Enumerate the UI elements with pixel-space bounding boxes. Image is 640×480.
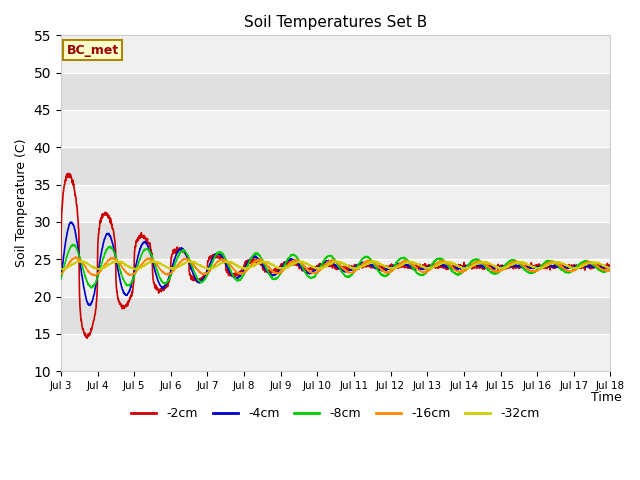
Bar bbox=[61, 334, 611, 371]
Bar bbox=[61, 147, 611, 185]
-4cm bbox=[211, 252, 218, 258]
-32cm bbox=[211, 264, 218, 269]
-2cm bbox=[574, 264, 582, 269]
-16cm bbox=[559, 264, 566, 270]
X-axis label: Time: Time bbox=[591, 391, 621, 404]
-4cm bbox=[86, 302, 94, 308]
-4cm bbox=[496, 264, 504, 270]
-32cm bbox=[96, 267, 104, 273]
Y-axis label: Soil Temperature (C): Soil Temperature (C) bbox=[15, 139, 28, 267]
-32cm bbox=[150, 258, 158, 264]
-8cm bbox=[87, 285, 95, 291]
Line: -16cm: -16cm bbox=[61, 257, 611, 276]
-8cm bbox=[352, 266, 360, 272]
Line: -32cm: -32cm bbox=[61, 261, 611, 270]
-4cm bbox=[352, 264, 360, 270]
-16cm bbox=[72, 254, 80, 260]
-2cm bbox=[83, 336, 91, 341]
-8cm bbox=[57, 276, 65, 281]
Line: -8cm: -8cm bbox=[61, 244, 611, 288]
-16cm bbox=[364, 258, 372, 264]
-2cm bbox=[65, 170, 72, 176]
-2cm bbox=[364, 263, 372, 268]
-16cm bbox=[211, 263, 218, 269]
-16cm bbox=[574, 265, 582, 271]
-8cm bbox=[574, 263, 582, 269]
-8cm bbox=[559, 267, 566, 273]
-8cm bbox=[69, 241, 77, 247]
-32cm bbox=[607, 265, 614, 271]
-4cm bbox=[364, 261, 372, 266]
-4cm bbox=[57, 276, 65, 281]
-2cm bbox=[496, 263, 504, 269]
Line: -2cm: -2cm bbox=[61, 173, 611, 338]
-16cm bbox=[57, 271, 65, 277]
-16cm bbox=[496, 268, 504, 274]
Line: -4cm: -4cm bbox=[61, 222, 611, 305]
-32cm bbox=[352, 265, 360, 271]
-4cm bbox=[559, 265, 566, 271]
-2cm bbox=[211, 253, 218, 259]
-8cm bbox=[211, 254, 218, 260]
-2cm bbox=[607, 265, 614, 271]
Legend: -2cm, -4cm, -8cm, -16cm, -32cm: -2cm, -4cm, -8cm, -16cm, -32cm bbox=[127, 402, 545, 425]
-16cm bbox=[91, 273, 99, 278]
-16cm bbox=[352, 266, 360, 272]
-2cm bbox=[57, 262, 65, 268]
-16cm bbox=[607, 268, 614, 274]
Title: Soil Temperatures Set B: Soil Temperatures Set B bbox=[244, 15, 428, 30]
Bar bbox=[61, 36, 611, 72]
-32cm bbox=[496, 265, 504, 271]
Text: BC_met: BC_met bbox=[67, 44, 118, 57]
-4cm bbox=[68, 219, 76, 225]
-4cm bbox=[574, 264, 582, 269]
-32cm bbox=[364, 261, 372, 266]
Bar bbox=[61, 110, 611, 147]
Bar bbox=[61, 259, 611, 297]
Bar bbox=[61, 297, 611, 334]
-2cm bbox=[352, 265, 360, 271]
-32cm bbox=[574, 265, 582, 271]
-8cm bbox=[364, 254, 372, 260]
Bar bbox=[61, 185, 611, 222]
-8cm bbox=[607, 266, 614, 272]
Bar bbox=[61, 222, 611, 259]
-2cm bbox=[559, 262, 566, 268]
-4cm bbox=[607, 264, 614, 269]
-32cm bbox=[57, 266, 65, 272]
Bar bbox=[61, 72, 611, 110]
-8cm bbox=[496, 268, 504, 274]
-32cm bbox=[559, 261, 566, 266]
